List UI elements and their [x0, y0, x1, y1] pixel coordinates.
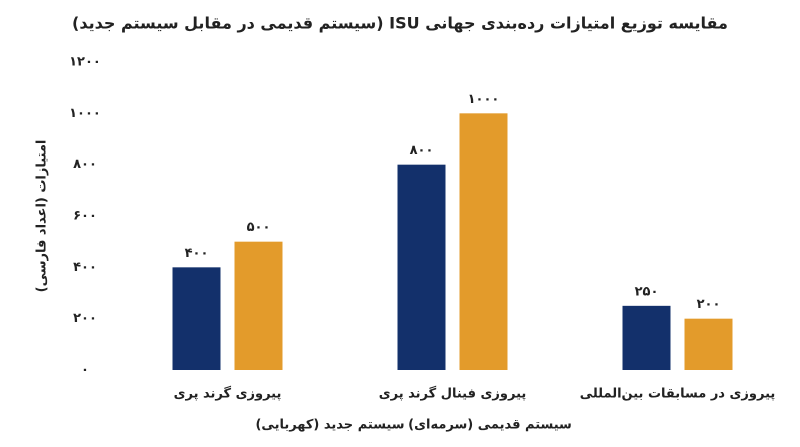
legend-label: سیستم جدید (کهربایی) — [255, 418, 404, 433]
value-label: ۲۰۰ — [697, 297, 721, 312]
value-label: ۲۵۰ — [635, 284, 659, 299]
value-label: ۵۰۰ — [247, 220, 271, 235]
x-tick-label: پیروزی فینال گرند پری — [379, 386, 527, 402]
value-label: ۱۰۰۰ — [468, 92, 500, 107]
y-tick-label: ۴۰۰ — [73, 260, 97, 275]
x-tick-label: پیروزی در مسابقات بین‌المللی — [580, 387, 776, 402]
bar — [622, 305, 671, 370]
bar — [684, 318, 733, 370]
bar — [459, 113, 508, 370]
bar — [397, 164, 446, 370]
y-tick-label: ۲۰۰ — [73, 311, 97, 326]
y-axis-title: امتیازات (اعداد فارسی) — [35, 140, 50, 293]
value-label: ۸۰۰ — [410, 143, 434, 158]
y-tick-label: ۰ — [81, 363, 89, 378]
y-tick-label: ۱۰۰۰ — [69, 106, 101, 121]
bar — [172, 267, 221, 370]
bar — [234, 241, 283, 370]
x-tick-label: پیروزی گرند پری — [174, 386, 282, 402]
y-tick-label: ۸۰۰ — [73, 157, 97, 172]
value-label: ۴۰۰ — [185, 246, 209, 261]
y-tick-label: ۱۲۰۰ — [69, 55, 101, 70]
y-tick-label: ۶۰۰ — [73, 209, 97, 224]
chart-title: مقایسه توزیع امتیازات رده‌بندی جهانی ISU… — [72, 14, 728, 33]
legend-label: سیستم قدیمی (سرمه‌ای) — [408, 418, 572, 433]
